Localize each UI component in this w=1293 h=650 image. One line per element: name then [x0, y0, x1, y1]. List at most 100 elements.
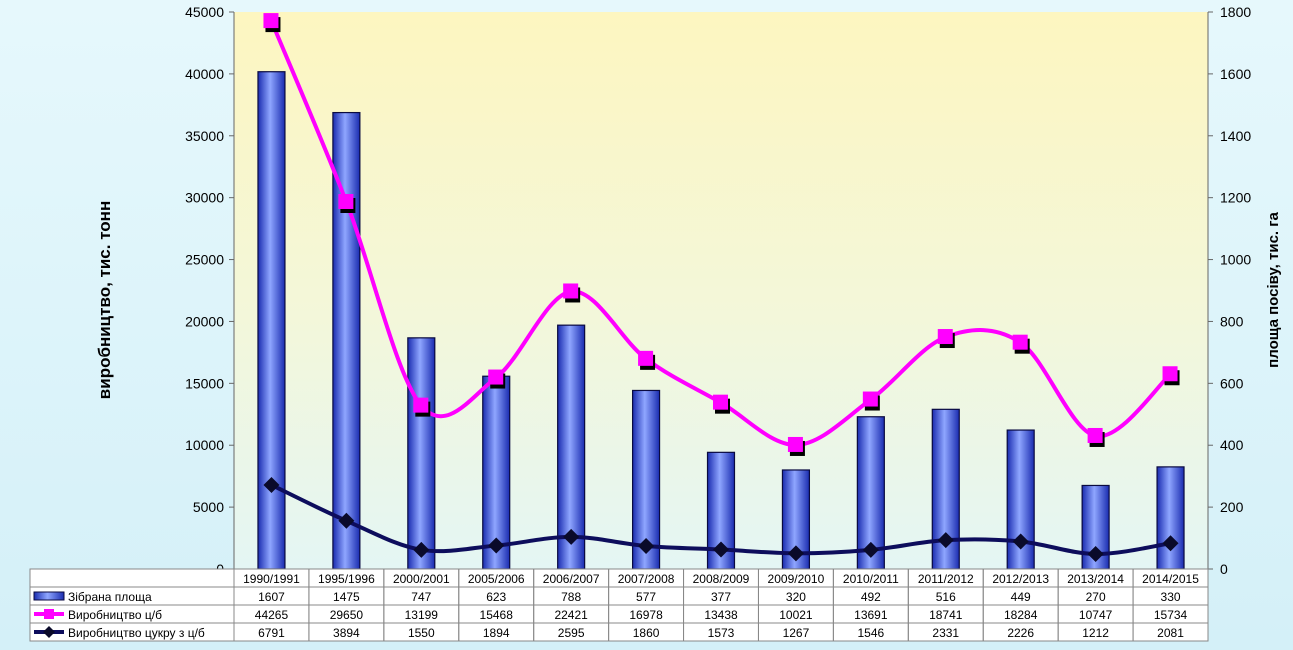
data-label: 16978	[629, 608, 663, 622]
left-tick-label: 45000	[185, 4, 224, 20]
marker-diamond	[1162, 535, 1179, 552]
right-tick-label: 400	[1220, 437, 1244, 453]
marker-square	[338, 193, 354, 209]
data-label: 516	[936, 590, 956, 604]
marker-diamond	[862, 541, 879, 558]
data-label: 449	[1011, 590, 1031, 604]
marker-square	[937, 329, 953, 345]
category-label: 1995/1996	[318, 572, 375, 586]
marker-diamond	[413, 541, 430, 558]
data-label: 22421	[554, 608, 588, 622]
data-label: 29650	[330, 608, 364, 622]
bar	[332, 111, 361, 570]
right-tick-label: 1000	[1220, 252, 1251, 268]
category-label: 2013/2014	[1067, 572, 1124, 586]
right-tick-label: 1800	[1220, 4, 1251, 20]
data-label: 1546	[857, 626, 884, 640]
right-tick-label: 1600	[1220, 66, 1251, 82]
marker-square	[713, 394, 728, 410]
data-label: 18284	[1004, 608, 1038, 622]
left-tick-label: 30000	[185, 190, 224, 206]
data-label: 330	[1161, 590, 1181, 604]
category-label: 2007/2008	[618, 572, 675, 586]
left-axis-title: виробництво, тис. тонн	[95, 201, 114, 399]
marker-diamond	[338, 512, 355, 529]
right-tick-label: 0	[1220, 561, 1228, 577]
legend-label: Виробництво ц/б	[68, 608, 162, 622]
data-label: 15734	[1154, 608, 1188, 622]
data-label: 623	[486, 590, 506, 604]
category-label: 2000/2001	[393, 572, 450, 586]
data-label: 3894	[333, 626, 360, 640]
data-label: 10747	[1079, 608, 1113, 622]
marker-diamond	[563, 528, 580, 545]
left-tick-label: 20000	[185, 313, 224, 329]
category-label: 2011/2012	[918, 572, 974, 586]
right-tick-label: 600	[1220, 375, 1244, 391]
data-label: 320	[786, 590, 806, 604]
data-label: 6791	[258, 626, 285, 640]
left-tick-label: 35000	[185, 128, 224, 144]
category-label: 1990/1991	[243, 572, 300, 586]
legend-key-marker	[43, 626, 55, 638]
marker-diamond	[787, 545, 804, 562]
left-tick-label: 15000	[185, 375, 224, 391]
category-label: 2012/2013	[992, 572, 1049, 586]
right-tick-label: 1200	[1220, 190, 1251, 206]
data-label: 1267	[783, 626, 810, 640]
marker-square	[1012, 334, 1028, 350]
category-label: 2010/2011	[843, 572, 899, 586]
data-label: 1607	[258, 590, 285, 604]
legend-label: Зібрана площа	[68, 590, 152, 604]
bar	[482, 375, 511, 570]
data-table: 1990/1991 1995/1996 2000/2001 2005/2006 2006…	[29, 568, 1209, 642]
marker-diamond	[937, 532, 954, 549]
right-axis-ticks: 0 200 400 600 800 1000 1200 1400 1600 1800	[1208, 4, 1251, 577]
left-tick-label: 40000	[185, 66, 224, 82]
marker-square	[488, 369, 504, 385]
data-label: 15468	[480, 608, 514, 622]
marker-square	[787, 436, 803, 452]
data-label: 2331	[932, 626, 959, 640]
data-label: 13438	[704, 608, 738, 622]
marker-square	[563, 283, 579, 299]
data-label: 1550	[408, 626, 435, 640]
data-label: 788	[561, 590, 581, 604]
data-label: 577	[636, 590, 656, 604]
data-label: 44265	[255, 608, 289, 622]
legend-key-bar	[33, 591, 65, 601]
category-label: 2014/2015	[1142, 572, 1199, 586]
marker-diamond	[488, 537, 505, 554]
marker-diamond	[263, 476, 280, 493]
line-series	[263, 13, 1180, 562]
marker-square	[263, 13, 279, 29]
marker-diamond	[1012, 533, 1029, 550]
right-tick-label: 1400	[1220, 128, 1251, 144]
data-label: 270	[1086, 590, 1106, 604]
bar	[407, 337, 436, 570]
left-tick-label: 25000	[185, 252, 224, 268]
data-label: 2081	[1157, 626, 1184, 640]
data-label: 13691	[854, 608, 888, 622]
data-label: 1894	[483, 626, 510, 640]
left-tick-label: 5000	[193, 499, 224, 515]
marker-diamond	[638, 537, 655, 554]
right-axis-title: площа посіву, тис. га	[1265, 212, 1282, 368]
marker-square	[638, 350, 654, 366]
marker-diamond	[1087, 545, 1104, 562]
data-label: 377	[711, 590, 731, 604]
left-axis-ticks: 0500010000150002000025000300003500040000…	[185, 4, 234, 577]
data-label: 13199	[405, 608, 439, 622]
marker-square	[1162, 366, 1178, 382]
bar	[257, 71, 286, 570]
bar	[557, 324, 586, 570]
data-label: 492	[861, 590, 881, 604]
category-label: 2008/2009	[693, 572, 750, 586]
data-label: 2595	[558, 626, 585, 640]
marker-square	[1087, 427, 1103, 443]
data-label: 1573	[708, 626, 735, 640]
right-tick-label: 200	[1220, 499, 1244, 515]
data-label: 2226	[1007, 626, 1034, 640]
marker-diamond	[713, 541, 729, 558]
